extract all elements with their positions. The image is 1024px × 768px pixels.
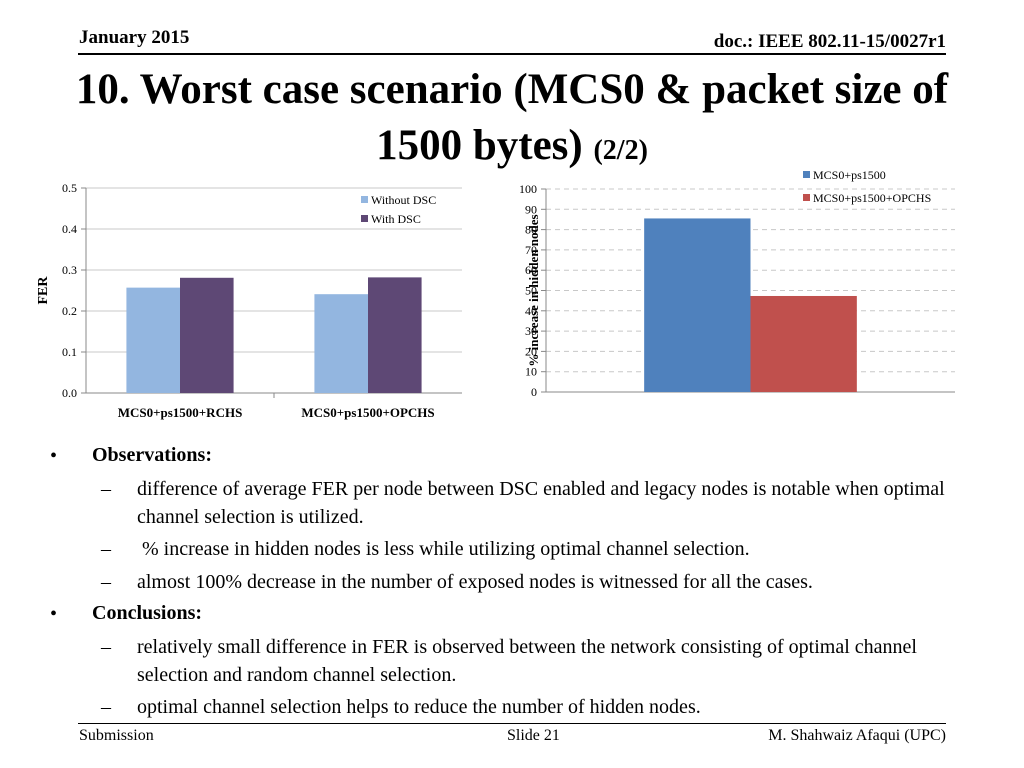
conclusion-dash: –	[101, 696, 111, 718]
bar	[750, 295, 857, 392]
conclusion-item: optimal channel selection helps to reduc…	[137, 696, 701, 718]
footer-author: M. Shahwaiz Afaqui (UPC)	[768, 727, 946, 744]
y-tick-label: 90	[525, 202, 537, 216]
y-axis-title: FER	[36, 276, 51, 305]
y-tick-label: 20	[525, 344, 537, 358]
y-tick-label: 0.1	[62, 345, 77, 359]
legend-swatch	[803, 171, 810, 178]
observation-dash: –	[101, 478, 111, 500]
x-tick-label: MCS0+ps1500+RCHS	[118, 405, 243, 420]
legend-swatch	[803, 194, 810, 201]
footer-submission: Submission	[79, 727, 154, 744]
bar	[368, 277, 422, 393]
y-axis-title: % increase in hidden nodes	[526, 214, 541, 366]
observation-item: % increase in hidden nodes is less while…	[137, 538, 750, 560]
legend-label: MCS0+ps1500	[813, 168, 886, 182]
y-tick-label: 30	[525, 324, 537, 338]
y-tick-label: 0.5	[62, 181, 77, 195]
y-tick-label: 100	[519, 182, 537, 196]
x-tick-label: MCS0+ps1500+OPCHS	[301, 405, 434, 420]
bar	[314, 294, 368, 393]
slide-title-main: 10. Worst case scenario (MCS0 & packet s…	[75, 66, 949, 169]
bar	[126, 287, 180, 393]
slide-title: 10. Worst case scenario (MCS0 & packet s…	[60, 62, 964, 179]
observation-item: almost 100% decrease in the number of ex…	[137, 571, 813, 593]
y-tick-label: 50	[525, 284, 537, 298]
y-tick-label: 10	[525, 365, 537, 379]
y-tick-label: 70	[525, 243, 537, 257]
observation-dash: –	[101, 538, 111, 560]
legend-label: With DSC	[371, 212, 421, 226]
legend-swatch	[361, 196, 368, 203]
bar	[644, 218, 751, 392]
y-tick-label: 0.0	[62, 386, 77, 400]
legend-label: Without DSC	[371, 193, 436, 207]
conclusion-item: relatively small difference in FER is ob…	[137, 636, 917, 686]
y-tick-label: 40	[525, 304, 537, 318]
footer-slide-number: Slide 21	[507, 727, 560, 744]
conclusions-bullet: •	[50, 603, 58, 625]
y-tick-label: 60	[525, 263, 537, 277]
header-date: January 2015	[79, 27, 190, 48]
y-tick-label: 0.4	[62, 222, 77, 236]
legend-swatch	[361, 215, 368, 222]
footer-rule	[78, 723, 946, 724]
legend-label: MCS0+ps1500+OPCHS	[813, 191, 931, 205]
conclusion-dash: –	[101, 636, 111, 658]
observations-heading: Observations:	[92, 444, 212, 466]
observations-bullet: •	[50, 445, 58, 467]
slide-title-suffix: (2/2)	[593, 135, 648, 166]
header-doc-id: doc.: IEEE 802.11-15/0027r1	[713, 31, 946, 52]
conclusions-heading: Conclusions:	[92, 602, 203, 624]
y-tick-label: 0	[531, 385, 537, 399]
observation-dash: –	[101, 571, 111, 593]
bar	[180, 277, 234, 393]
y-tick-label: 0.2	[62, 304, 77, 318]
observation-item: difference of average FER per node betwe…	[137, 478, 945, 528]
y-tick-label: 80	[525, 223, 537, 237]
header-rule	[78, 53, 946, 55]
y-tick-label: 0.3	[62, 263, 77, 277]
